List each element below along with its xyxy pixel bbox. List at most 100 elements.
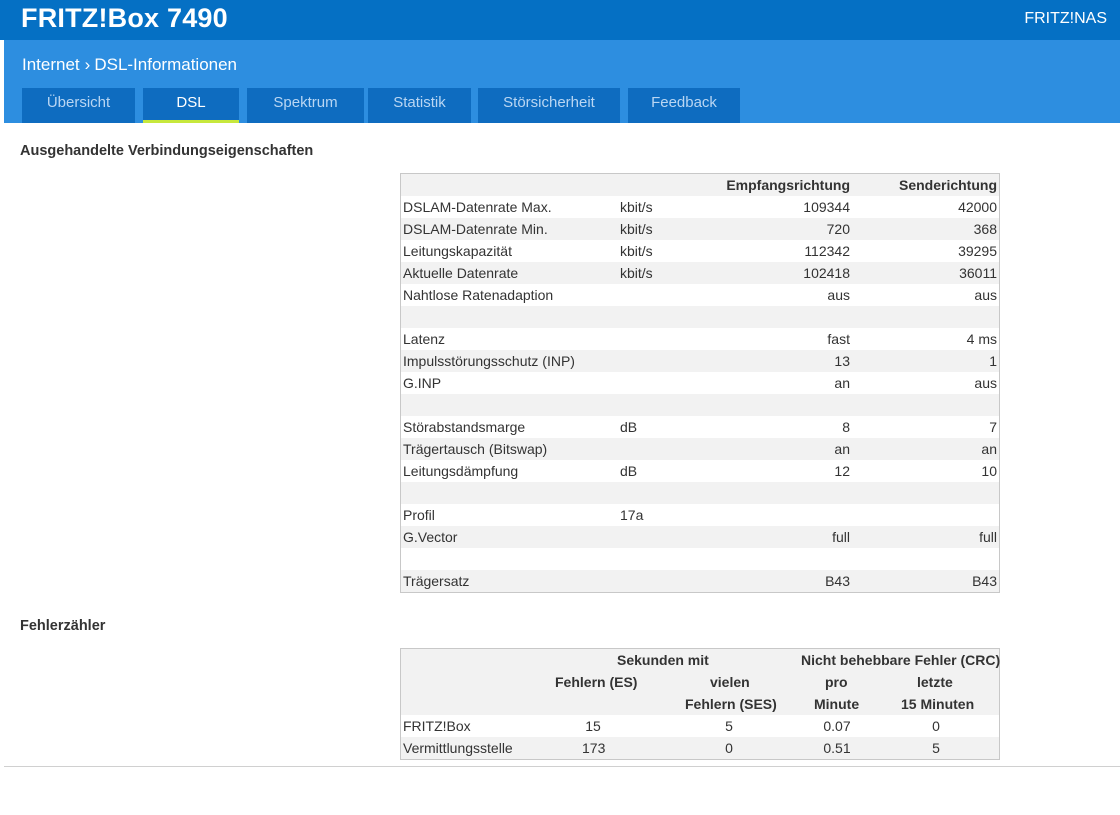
row-name: Leitungsdämpfung	[403, 463, 519, 479]
tab-statistik[interactable]: Statistik	[368, 88, 471, 123]
row-tx-value: aus	[974, 375, 997, 391]
row-name: DSLAM-Datenrate Min.	[403, 221, 548, 237]
row-tx-value: 368	[973, 221, 997, 237]
row-rx-value: 112342	[804, 243, 850, 259]
header-seconds-with: Sekunden mit	[617, 652, 709, 668]
row-unit: dB	[620, 419, 638, 435]
column-header-per-minute-line1: pro	[825, 674, 848, 690]
column-header-last15-line2: 15 Minuten	[901, 696, 975, 712]
table-row: Leitungsdämpfung dB 12 10	[401, 460, 999, 482]
error-row-name: Vermittlungsstelle	[403, 740, 513, 756]
error-row-name: FRITZ!Box	[403, 718, 471, 734]
column-header-ses-line2: Fehlern (SES)	[685, 696, 777, 712]
breadcrumb-parent[interactable]: Internet	[22, 55, 80, 74]
table-row: Nahtlose Ratenadaption aus aus	[401, 284, 999, 306]
errors-section-title: Fehlerzähler	[20, 618, 106, 634]
table-row: Impulsstörungsschutz (INP) 13 1	[401, 350, 999, 372]
row-name: Störabstandsmarge	[403, 419, 526, 435]
tab-spektrum[interactable]: Spektrum	[247, 88, 364, 123]
error-table-header-row-2: Fehlern (ES) vielen pro letzte	[401, 671, 999, 693]
row-tx-value: 39295	[958, 243, 997, 259]
row-unit: kbit/s	[620, 265, 653, 281]
tab-dsl[interactable]: DSL	[143, 88, 239, 123]
connection-section-title: Ausgehandelte Verbindungseigenschaften	[20, 143, 314, 159]
table-row: DSLAM-Datenrate Max. kbit/s 109344 42000	[401, 196, 999, 218]
row-rx-value: fast	[827, 331, 850, 347]
column-header-rx: Empfangsrichtung	[726, 177, 850, 193]
table-row: Latenz fast 4 ms	[401, 328, 999, 350]
error-row-per-minute: 0.07	[823, 718, 851, 734]
table-row: G.Vector full full	[401, 526, 999, 548]
row-name: DSLAM-Datenrate Max.	[403, 199, 552, 215]
table-row	[401, 306, 999, 328]
column-header-last15-line1: letzte	[917, 674, 953, 690]
row-rx-value: 109344	[803, 199, 850, 215]
tab-stoersicherheit[interactable]: Störsicherheit	[478, 88, 620, 123]
connection-table: Empfangsrichtung Senderichtung DSLAM-Dat…	[400, 173, 1000, 593]
breadcrumb-separator-icon: ›	[84, 55, 91, 74]
row-name: Latenz	[403, 331, 446, 347]
header-crc-errors: Nicht behebbare Fehler (CRC)	[801, 652, 1001, 668]
breadcrumb: Internet › DSL-Informationen	[22, 55, 237, 75]
row-rx-value: full	[832, 529, 850, 545]
row-tx-value: 1	[989, 353, 997, 369]
row-tx-value: 36011	[959, 265, 997, 281]
row-rx-value: 720	[826, 221, 850, 237]
row-name: Nahtlose Ratenadaption	[403, 287, 554, 303]
row-rx-value: 12	[834, 463, 850, 479]
table-row: Vermittlungsstelle 173 0 0.51 5	[401, 737, 999, 759]
row-tx-value: 42000	[958, 199, 997, 215]
error-row-per-minute: 0.51	[823, 740, 851, 756]
top-bar: FRITZ!Box 7490 FRITZ!NAS	[0, 0, 1120, 40]
column-header-per-minute-line2: Minute	[814, 696, 860, 712]
error-row-es: 15	[585, 718, 601, 734]
row-unit: kbit/s	[620, 199, 653, 215]
main-content: Ausgehandelte Verbindungseigenschaften E…	[4, 123, 1120, 767]
table-row: Störabstandsmarge dB 8 7	[401, 416, 999, 438]
row-tx-value: B43	[972, 573, 997, 589]
breadcrumb-current: DSL-Informationen	[94, 55, 238, 74]
table-row	[401, 548, 999, 570]
error-row-es: 173	[582, 740, 606, 756]
row-rx-value: an	[834, 441, 850, 457]
row-rx-value: 8	[842, 419, 850, 435]
row-tx-value: an	[981, 441, 997, 457]
connection-table-header: Empfangsrichtung Senderichtung	[401, 174, 999, 196]
row-unit: kbit/s	[620, 221, 653, 237]
column-header-ses-line1: vielen	[710, 674, 750, 690]
row-unit: 17a	[620, 507, 644, 523]
table-row: G.INP an aus	[401, 372, 999, 394]
tab-uebersicht[interactable]: Übersicht	[22, 88, 135, 123]
column-header-es: Fehlern (ES)	[555, 674, 638, 690]
row-name: Leitungskapazität	[403, 243, 512, 259]
row-name: Trägersatz	[403, 573, 470, 589]
error-row-ses: 0	[725, 740, 733, 756]
error-table-header-row-3: Fehlern (SES) Minute 15 Minuten	[401, 693, 999, 715]
error-row-ses: 5	[725, 718, 733, 734]
error-row-last15: 0	[932, 718, 940, 734]
fritz-nas-link[interactable]: FRITZ!NAS	[1024, 10, 1107, 27]
table-row: Leitungskapazität kbit/s 112342 39295	[401, 240, 999, 262]
row-name: Aktuelle Datenrate	[403, 265, 519, 281]
table-row: Aktuelle Datenrate kbit/s 102418 36011	[401, 262, 999, 284]
column-header-tx: Senderichtung	[898, 177, 997, 193]
error-row-last15: 5	[932, 740, 940, 756]
row-rx-value: 13	[834, 353, 850, 369]
row-name: Profil	[403, 507, 435, 523]
table-row	[401, 394, 999, 416]
row-tx-value: 7	[989, 419, 997, 435]
row-tx-value: full	[979, 529, 997, 545]
error-counter-table: Sekunden mit Nicht behebbare Fehler (CRC…	[400, 648, 1000, 760]
row-name: Trägertausch (Bitswap)	[403, 441, 548, 457]
row-name: G.Vector	[403, 529, 458, 545]
row-tx-value: aus	[974, 287, 997, 303]
row-unit: dB	[620, 463, 638, 479]
row-rx-value: 102418	[803, 265, 850, 281]
tab-feedback[interactable]: Feedback	[628, 88, 740, 123]
row-tx-value: 10	[981, 463, 997, 479]
table-row: Profil 17a	[401, 504, 999, 526]
table-row: Trägersatz B43 B43	[401, 570, 999, 592]
row-unit: kbit/s	[620, 243, 653, 259]
navigation-bar: Internet › DSL-Informationen Übersicht DSL…	[4, 40, 1120, 123]
error-table-header-row-1: Sekunden mit Nicht behebbare Fehler (CRC…	[401, 649, 1001, 671]
